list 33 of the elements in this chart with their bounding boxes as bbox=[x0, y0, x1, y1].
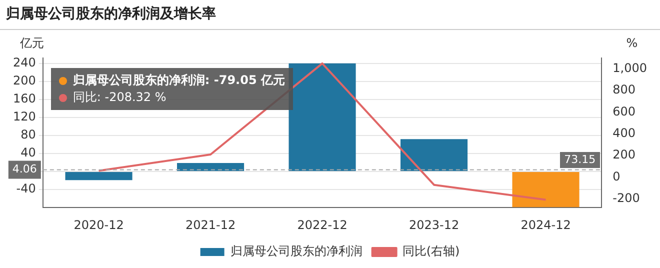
ref-line-label: 4.06 bbox=[12, 162, 37, 176]
y-tick-label: -40 bbox=[16, 182, 36, 196]
y2-tick-label: 1,000 bbox=[612, 60, 648, 75]
y-tick-label: 160 bbox=[13, 92, 36, 106]
y2-tick-label: 800 bbox=[612, 82, 636, 97]
bar bbox=[400, 139, 468, 172]
y-axis-title: 亿元 bbox=[19, 36, 44, 50]
y2-tick-label: -200 bbox=[612, 191, 640, 206]
legend-label: 同比(右轴) bbox=[402, 244, 460, 258]
y2-tick-label: 0 bbox=[612, 169, 620, 184]
y2-tick-label: 200 bbox=[612, 148, 636, 162]
y-tick-label: 40 bbox=[20, 146, 36, 160]
annotation: 同比: -208.32 % bbox=[72, 89, 166, 106]
bar bbox=[288, 63, 356, 172]
y-tick-label: 200 bbox=[13, 74, 36, 88]
x-tick-label: 2024-12 bbox=[520, 218, 571, 232]
x-tick-label: 2021-12 bbox=[185, 218, 236, 232]
bar bbox=[65, 172, 132, 180]
x-tick-label: 2022-12 bbox=[297, 218, 348, 232]
chart-title: 归属母公司股东的净利润及增长率 bbox=[0, 0, 660, 30]
legend-label: 归属母公司股东的净利润 bbox=[230, 244, 362, 258]
y2-tick-label: 600 bbox=[612, 104, 636, 118]
y-tick-label: 120 bbox=[13, 110, 36, 124]
y-tick-label: 240 bbox=[13, 56, 36, 70]
annotation: 归属母公司股东的净利润: -79.05 亿元 bbox=[72, 72, 285, 89]
bar bbox=[512, 172, 580, 208]
x-tick-label: 2023-12 bbox=[408, 218, 460, 232]
bar bbox=[177, 162, 244, 172]
y-tick-label: 80 bbox=[20, 128, 36, 142]
annotation: 73.15 bbox=[560, 152, 600, 168]
y2-axis-title: % bbox=[626, 36, 638, 50]
y2-tick-label: 400 bbox=[612, 126, 636, 140]
x-tick-label: 2020-12 bbox=[74, 218, 124, 232]
